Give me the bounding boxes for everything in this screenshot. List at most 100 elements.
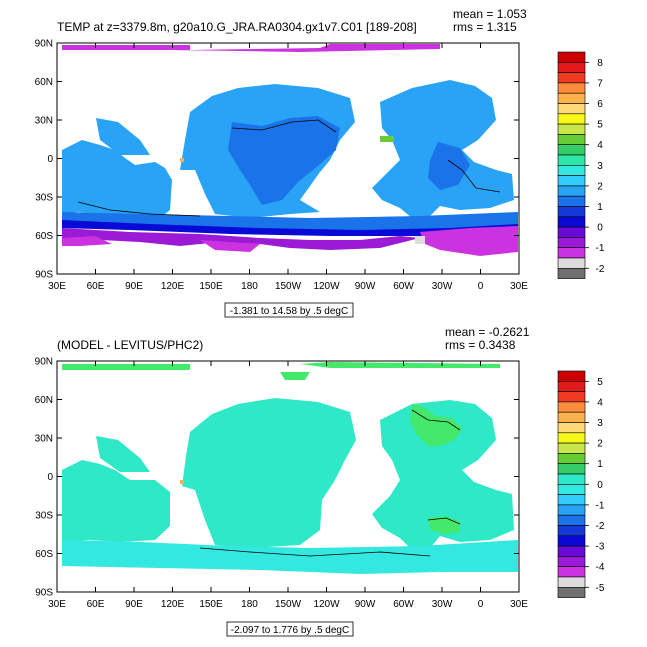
arctic-field bbox=[62, 364, 190, 370]
colorbar-label: 2 bbox=[597, 181, 603, 192]
colorbar-swatch bbox=[557, 442, 586, 454]
x-tick-label: 0 bbox=[478, 599, 484, 610]
x-tick-label: 150E bbox=[199, 599, 223, 610]
x-tick-label: 30E bbox=[510, 599, 528, 610]
panel-1-map bbox=[62, 44, 518, 256]
colorbar-label: 3 bbox=[597, 418, 603, 429]
x-tick-label: 180 bbox=[241, 281, 258, 292]
x-tick-label: 60W bbox=[393, 281, 414, 292]
colorbar-swatch bbox=[557, 185, 586, 197]
panel-2-range-label: -2.097 to 1.776 by .5 degC bbox=[231, 625, 349, 636]
y-tick-label: 0 bbox=[47, 472, 53, 483]
atlantic-field bbox=[372, 400, 514, 550]
colorbar-swatch bbox=[557, 545, 586, 557]
colorbar-swatch bbox=[557, 113, 586, 125]
colorbar-swatch bbox=[557, 123, 586, 135]
x-tick-label: 120W bbox=[313, 281, 340, 292]
colorbar-label: 4 bbox=[597, 140, 603, 151]
colorbar-swatch bbox=[557, 380, 586, 392]
atlantic-deep-field bbox=[428, 142, 470, 190]
indian-ocean-field bbox=[62, 140, 172, 218]
colorbar-label: -5 bbox=[596, 583, 605, 594]
y-tick-label: 90N bbox=[35, 39, 53, 50]
x-tick-label: 90W bbox=[355, 281, 376, 292]
panel-2: (MODEL - LEVITUS/PHC2) mean = -0.2621 rm… bbox=[35, 325, 605, 637]
colorbar-swatch bbox=[557, 422, 586, 434]
colorbar-label: -4 bbox=[596, 562, 605, 573]
y-tick-label: 60S bbox=[35, 231, 53, 242]
pacific-deep-field bbox=[228, 116, 340, 205]
colorbar-swatch bbox=[557, 370, 586, 382]
colorbar-label: -1 bbox=[596, 500, 605, 511]
colorbar-swatch bbox=[557, 206, 586, 218]
x-tick-label: 120E bbox=[161, 281, 185, 292]
panel-1-title: TEMP at z=3379.8m, g20a10.G_JRA.RA0304.g… bbox=[57, 20, 417, 34]
arabian-sea-field bbox=[96, 436, 150, 472]
colorbar-swatch bbox=[557, 92, 586, 104]
colorbar-label: 8 bbox=[597, 58, 603, 69]
colorbar-swatch bbox=[557, 216, 586, 228]
colorbar-label: 0 bbox=[597, 223, 603, 234]
southern-deep-band-field bbox=[62, 220, 518, 236]
colorbar-label: 7 bbox=[597, 78, 603, 89]
green-patch bbox=[380, 136, 394, 142]
colorbar-swatch bbox=[557, 165, 586, 176]
colorbar-label: -2 bbox=[596, 521, 605, 532]
x-tick-label: 30E bbox=[48, 599, 66, 610]
colorbar-swatch bbox=[557, 586, 586, 598]
colorbar-swatch bbox=[557, 226, 586, 238]
x-tick-label: 60W bbox=[393, 599, 414, 610]
panel-2-rms: rms = 0.3438 bbox=[445, 338, 516, 352]
colorbar-swatch bbox=[557, 61, 586, 73]
y-tick-label: 90S bbox=[35, 588, 53, 599]
y-tick-label: 30S bbox=[35, 193, 53, 204]
north-atlantic-anomaly-field bbox=[410, 404, 462, 446]
colorbar-swatch bbox=[557, 576, 586, 588]
contour-line bbox=[199, 547, 431, 557]
antarctic-purple-field bbox=[62, 228, 420, 250]
x-tick-label: 120W bbox=[313, 599, 340, 610]
colorbar-swatch bbox=[557, 134, 586, 145]
colorbar-label: 4 bbox=[597, 397, 603, 408]
orange-patch bbox=[180, 158, 184, 162]
x-tick-label: 30W bbox=[432, 281, 453, 292]
x-tick-label: 150W bbox=[275, 281, 302, 292]
colorbar-swatch bbox=[557, 483, 586, 495]
x-tick-label: 150W bbox=[275, 599, 302, 610]
x-tick-label: 120E bbox=[161, 599, 185, 610]
southern-band-field bbox=[62, 212, 518, 232]
contour-line bbox=[427, 517, 461, 525]
y-tick-label: 60N bbox=[35, 395, 53, 406]
x-tick-label: 0 bbox=[478, 281, 484, 292]
arctic-field bbox=[62, 44, 440, 52]
colorbar-swatch bbox=[557, 453, 586, 464]
colorbar-swatch bbox=[557, 195, 586, 207]
colorbar-swatch bbox=[557, 267, 586, 279]
contour-line bbox=[447, 159, 501, 193]
colorbar-swatch bbox=[557, 82, 586, 94]
colorbar-swatch bbox=[557, 247, 586, 259]
colorbar-swatch bbox=[557, 237, 586, 248]
colorbar-label: 1 bbox=[597, 202, 603, 213]
orange-patch bbox=[180, 480, 184, 484]
panel-1-range-label: -1.381 to 14.58 by .5 degC bbox=[230, 306, 348, 317]
colorbar-swatch bbox=[557, 257, 586, 269]
colorbar-label: -3 bbox=[596, 542, 605, 553]
y-tick-label: 30N bbox=[35, 116, 53, 127]
panel-1-y-axis: 90N 60N 30N 0 30S 60S 90S bbox=[35, 39, 519, 281]
y-tick-label: 60S bbox=[35, 549, 53, 560]
contour-line bbox=[77, 201, 201, 217]
x-tick-label: 90W bbox=[355, 599, 376, 610]
colorbar-swatch bbox=[557, 473, 586, 485]
x-tick-label: 90E bbox=[125, 599, 143, 610]
panel-2-title: (MODEL - LEVITUS/PHC2) bbox=[57, 338, 203, 352]
panel-2-map bbox=[62, 362, 518, 574]
pacific-field bbox=[182, 398, 356, 548]
x-tick-label: 30E bbox=[48, 281, 66, 292]
gray-patch bbox=[415, 236, 425, 244]
panel-1-colorbar: 8 7 6 5 4 3 2 1 0 -1 -2 bbox=[557, 51, 605, 279]
colorbar-label: 1 bbox=[597, 459, 603, 470]
colorbar-swatch bbox=[557, 51, 586, 63]
antarctic-field bbox=[420, 226, 518, 256]
panel-1: TEMP at z=3379.8m, g20a10.G_JRA.RA0304.g… bbox=[35, 7, 605, 318]
